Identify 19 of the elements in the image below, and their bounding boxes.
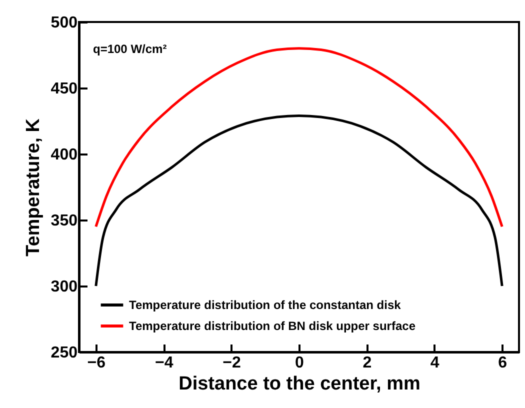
x-tick-label: 2 — [362, 354, 372, 372]
x-axis-title: Distance to the center, mm — [178, 374, 420, 394]
y-tick-label: 500 — [50, 14, 78, 32]
legend-label: Temperature distribution of the constantan disk — [129, 298, 402, 312]
x-tick-label: −4 — [154, 354, 174, 372]
legend-label: Temperature distribution of BN disk upper surface — [129, 319, 416, 333]
x-tick-label: −6 — [87, 354, 106, 372]
annotation: q=100 W/cm² — [93, 42, 167, 56]
x-tick-label: 0 — [295, 354, 304, 372]
y-tick-label: 350 — [50, 212, 78, 230]
line-series — [94, 114, 504, 288]
y-tick-label: 250 — [50, 344, 78, 362]
y-axis-title: Temperature, K — [22, 118, 44, 256]
x-tick-label: 4 — [430, 354, 440, 372]
x-tick-label: −2 — [222, 354, 242, 372]
y-tick-label: 400 — [50, 146, 78, 164]
x-tick-label: 6 — [498, 354, 508, 372]
y-tick-label: 300 — [50, 278, 78, 296]
y-tick-label: 450 — [50, 80, 78, 98]
